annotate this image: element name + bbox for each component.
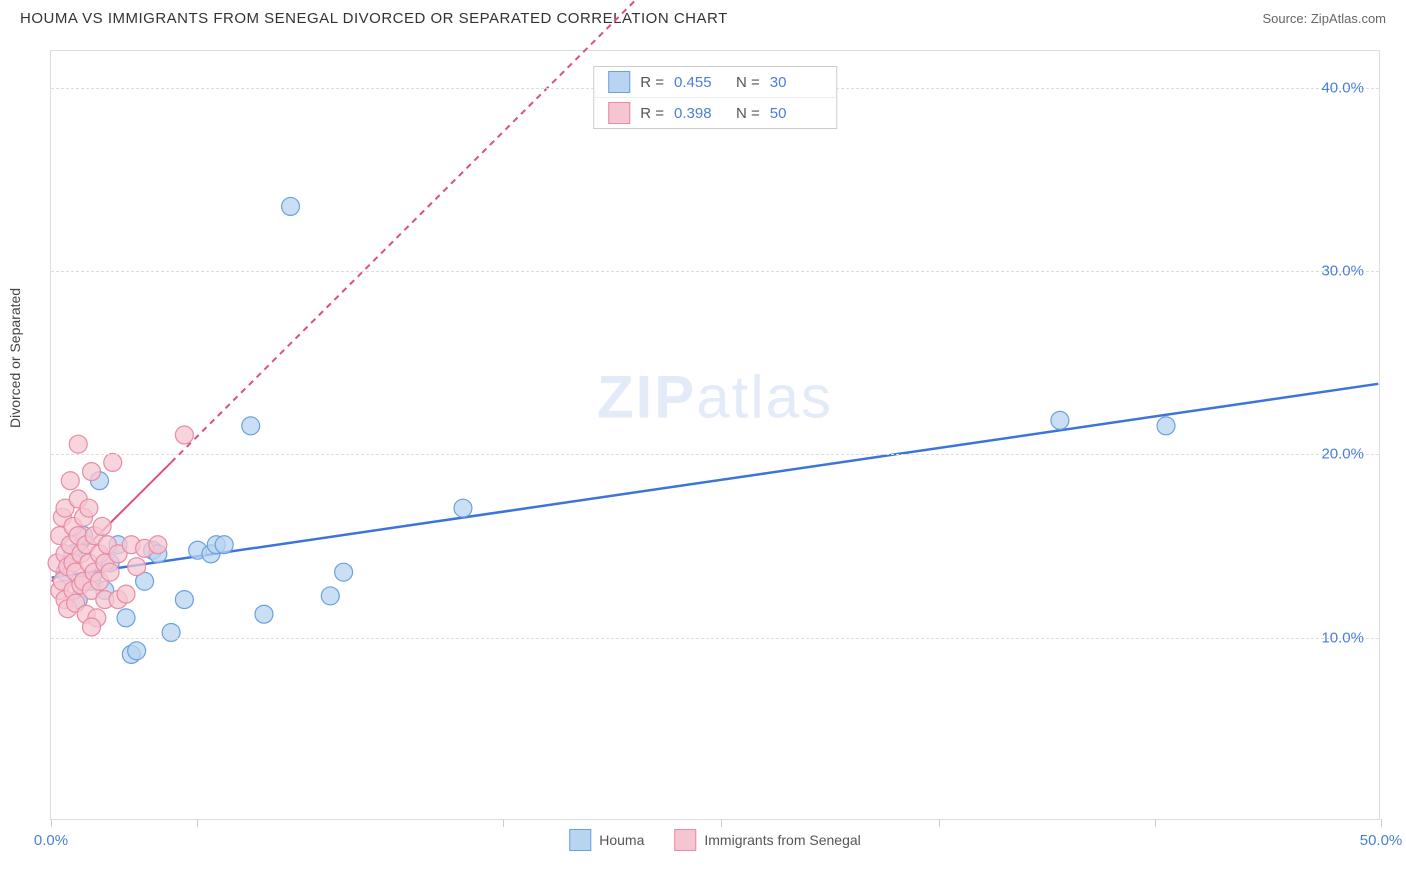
legend-swatch-houma [608, 71, 630, 93]
x-tick-label: 50.0% [1360, 832, 1403, 849]
legend-item-houma: Houma [569, 829, 644, 851]
legend-row-houma: R = 0.455 N = 30 [594, 67, 836, 98]
series-legend: Houma Immigrants from Senegal [569, 829, 861, 851]
y-tick-label: 20.0% [1321, 446, 1364, 463]
legend-swatch-houma-icon [569, 829, 591, 851]
plot-svg [51, 51, 1379, 819]
x-tick-label: 0.0% [34, 832, 68, 849]
legend-swatch-senegal [608, 102, 630, 124]
y-tick-label: 30.0% [1321, 263, 1364, 280]
y-tick-label: 10.0% [1321, 629, 1364, 646]
legend-item-senegal: Immigrants from Senegal [674, 829, 860, 851]
y-tick-label: 40.0% [1321, 79, 1364, 96]
chart-title: HOUMA VS IMMIGRANTS FROM SENEGAL DIVORCE… [20, 10, 728, 27]
source-attribution: Source: ZipAtlas.com [1262, 11, 1386, 26]
legend-swatch-senegal-icon [674, 829, 696, 851]
y-axis-label: Divorced or Separated [7, 288, 23, 428]
correlation-legend: R = 0.455 N = 30 R = 0.398 N = 50 [593, 66, 837, 129]
legend-row-senegal: R = 0.398 N = 50 [594, 98, 836, 128]
chart-container: ZIPatlas R = 0.455 N = 30 R = 0.398 N = … [50, 50, 1380, 820]
